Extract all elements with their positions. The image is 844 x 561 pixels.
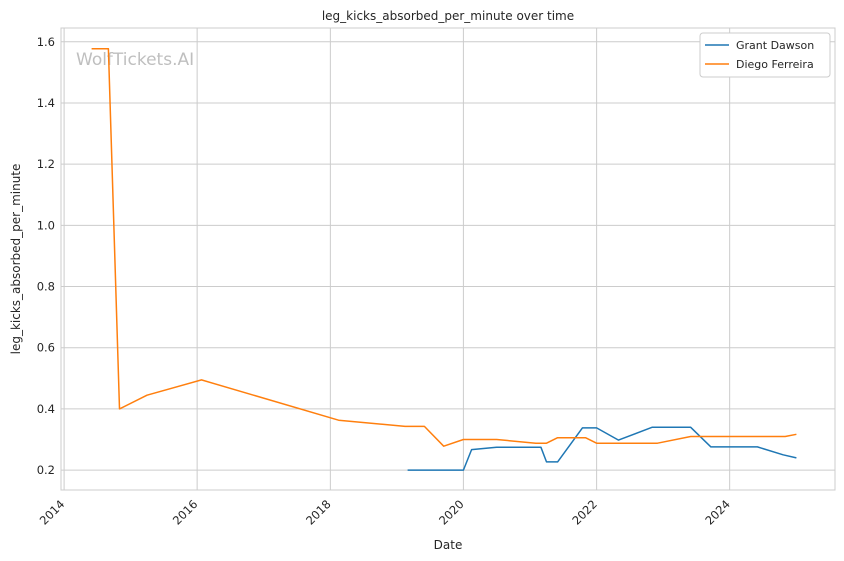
y-tick-label: 1.2 bbox=[37, 157, 55, 171]
y-tick-label: 0.8 bbox=[37, 280, 55, 294]
x-tick-label: 2020 bbox=[436, 497, 467, 528]
series-line-0 bbox=[407, 426, 797, 471]
y-tick-label: 1.6 bbox=[37, 35, 55, 49]
grid bbox=[61, 28, 835, 490]
series-lines bbox=[91, 48, 797, 471]
series-line-1 bbox=[91, 48, 797, 447]
watermark: WolfTickets.AI bbox=[76, 50, 194, 70]
y-tick-label: 1.0 bbox=[37, 218, 55, 232]
legend-box bbox=[699, 32, 831, 78]
legend: Grant Dawson Diego Ferreira bbox=[699, 32, 831, 78]
legend-label-0: Grant Dawson bbox=[736, 39, 814, 52]
x-axis-label: Date bbox=[434, 538, 463, 552]
chart-title: leg_kicks_absorbed_per_minute over time bbox=[322, 9, 574, 23]
plot-area bbox=[60, 27, 836, 491]
legend-label-1: Diego Ferreira bbox=[736, 58, 814, 71]
y-axis-label: leg_kicks_absorbed_per_minute bbox=[9, 164, 23, 355]
x-tick-label: 2016 bbox=[170, 497, 201, 528]
y-tick-label: 0.2 bbox=[37, 463, 55, 477]
y-tick-label: 0.4 bbox=[37, 402, 55, 416]
x-tick-label: 2024 bbox=[702, 497, 733, 528]
y-tick-label: 0.6 bbox=[37, 341, 55, 355]
y-tick-label: 1.4 bbox=[37, 96, 55, 110]
x-tick-label: 2022 bbox=[569, 497, 600, 528]
x-tick-label: 2014 bbox=[37, 497, 68, 528]
x-tick-label: 2018 bbox=[303, 497, 334, 528]
